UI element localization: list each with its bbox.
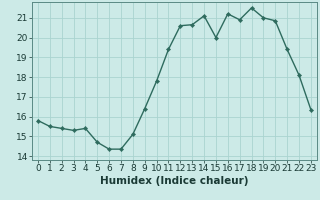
X-axis label: Humidex (Indice chaleur): Humidex (Indice chaleur) <box>100 176 249 186</box>
